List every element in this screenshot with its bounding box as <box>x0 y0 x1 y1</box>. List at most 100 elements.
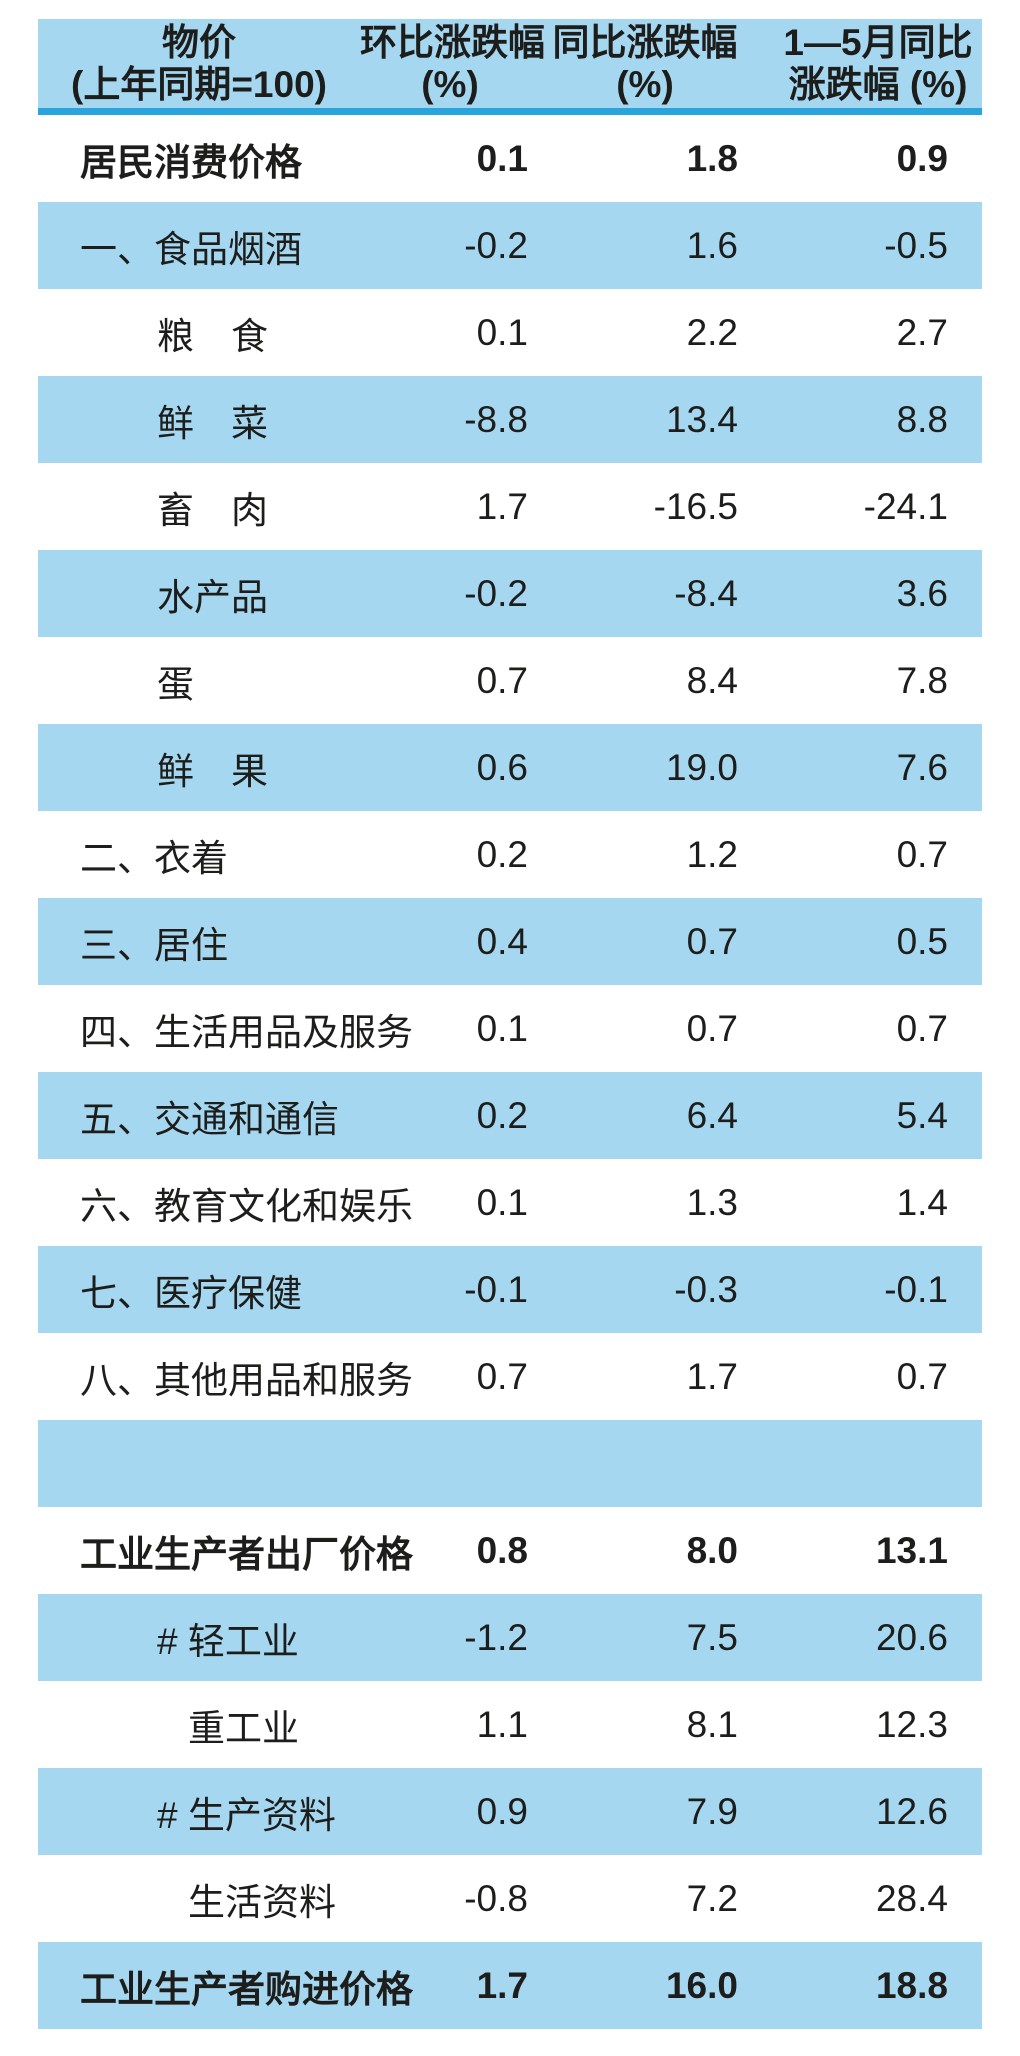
row-label: 一、食品烟酒 <box>80 228 302 270</box>
row-value-mom: -0.2 <box>464 572 528 614</box>
table-row: 二、衣着 0.2 1.2 0.7 <box>38 811 982 898</box>
row-value-yoy: 1.7 <box>686 1355 738 1397</box>
row-value-yoy: -8.4 <box>674 572 738 614</box>
row-value-yoy: 0.7 <box>686 920 738 962</box>
row-value-mom: 0.7 <box>476 659 528 701</box>
row-value-mom: 0.8 <box>476 1529 528 1571</box>
header-ytd-line2: 涨跌幅 (%) <box>788 63 968 105</box>
header-mom-line2: (%) <box>421 63 479 105</box>
table-row: 四、生活用品及服务 0.1 0.7 0.7 <box>38 985 982 1072</box>
row-value-ytd: 12.3 <box>875 1703 948 1745</box>
row-value-mom: -8.8 <box>464 398 528 440</box>
row-value-ytd: 8.8 <box>896 398 948 440</box>
row-value-yoy: 8.0 <box>686 1529 738 1571</box>
row-value-yoy: 13.4 <box>665 398 738 440</box>
row-value-mom: -1.2 <box>464 1616 528 1658</box>
table-row: # 生产资料 0.9 7.9 12.6 <box>38 1768 982 1855</box>
row-label: 四、生活用品及服务 <box>80 1011 413 1053</box>
table-row: 居民消费价格 0.1 1.8 0.9 <box>38 115 982 202</box>
row-label: # 生产资料 <box>157 1794 336 1836</box>
row-value-ytd: 5.4 <box>896 1094 948 1136</box>
table-row: 工业生产者出厂价格 0.8 8.0 13.1 <box>38 1507 982 1594</box>
row-value-yoy: -0.3 <box>674 1268 738 1310</box>
row-label: 七、医疗保健 <box>80 1272 302 1314</box>
row-value-ytd: 12.6 <box>875 1790 948 1832</box>
price-table: 物价 (上年同期=100) 环比涨跌幅 (%) 同比涨跌幅 (%) 1—5月同比… <box>38 19 982 2029</box>
table-body: 居民消费价格 0.1 1.8 0.9 一、食品烟酒 -0.2 1.6 -0.5 粮 食 0.1 2.… <box>38 115 982 2029</box>
row-value-yoy: 7.5 <box>686 1616 738 1658</box>
row-value-ytd: 20.6 <box>875 1616 948 1658</box>
row-label: 三、居住 <box>80 924 228 966</box>
row-value-yoy: 16.0 <box>665 1964 738 2006</box>
row-value-mom: 0.1 <box>476 1181 528 1223</box>
header-col-category: 物价 (上年同期=100) <box>38 22 360 106</box>
row-value-ytd: 18.8 <box>875 1964 948 2006</box>
row-value-mom: -0.8 <box>464 1877 528 1919</box>
row-value-mom: 0.4 <box>476 920 528 962</box>
spacer-row <box>38 1420 982 1507</box>
table-row: 重工业 1.1 8.1 12.3 <box>38 1681 982 1768</box>
row-label: 二、衣着 <box>80 837 228 879</box>
table-row: 五、交通和通信 0.2 6.4 5.4 <box>38 1072 982 1159</box>
row-value-ytd: 0.7 <box>896 1007 948 1049</box>
header-title-line1: 物价 <box>162 21 236 63</box>
row-label: 水产品 <box>157 576 268 618</box>
table-row: 畜 肉 1.7 -16.5 -24.1 <box>38 463 982 550</box>
row-value-mom: 0.6 <box>476 746 528 788</box>
row-value-ytd: 2.7 <box>896 311 948 353</box>
row-value-mom: 0.7 <box>476 1355 528 1397</box>
row-value-ytd: 0.5 <box>896 920 948 962</box>
table-row: 水产品 -0.2 -8.4 3.6 <box>38 550 982 637</box>
row-value-yoy: 7.9 <box>686 1790 738 1832</box>
row-label: 六、教育文化和娱乐 <box>80 1185 413 1227</box>
table-row: 粮 食 0.1 2.2 2.7 <box>38 289 982 376</box>
row-value-yoy: 7.2 <box>686 1877 738 1919</box>
row-value-ytd: 0.9 <box>896 137 948 179</box>
row-label: 粮 食 <box>157 315 268 357</box>
row-value-ytd: 7.8 <box>896 659 948 701</box>
row-value-ytd: 28.4 <box>875 1877 948 1919</box>
row-value-mom: 0.2 <box>476 833 528 875</box>
row-value-yoy: 8.4 <box>686 659 738 701</box>
table-row: 八、其他用品和服务 0.7 1.7 0.7 <box>38 1333 982 1420</box>
row-value-mom: 1.1 <box>476 1703 528 1745</box>
row-value-yoy: 1.2 <box>686 833 738 875</box>
row-value-ytd: 1.4 <box>896 1181 948 1223</box>
table-row: 六、教育文化和娱乐 0.1 1.3 1.4 <box>38 1159 982 1246</box>
row-value-ytd: 3.6 <box>896 572 948 614</box>
row-value-yoy: 1.6 <box>686 224 738 266</box>
row-value-ytd: -0.1 <box>884 1268 948 1310</box>
row-value-yoy: 1.8 <box>686 137 738 179</box>
row-label: 重工业 <box>188 1707 299 1749</box>
row-value-ytd: 13.1 <box>875 1529 948 1571</box>
row-value-yoy: 8.1 <box>686 1703 738 1745</box>
row-value-mom: -0.2 <box>464 224 528 266</box>
row-value-yoy: 19.0 <box>665 746 738 788</box>
row-label: 八、其他用品和服务 <box>80 1359 413 1401</box>
row-value-mom: 0.9 <box>476 1790 528 1832</box>
header-title-line2: (上年同期=100) <box>71 63 327 105</box>
row-label: # 轻工业 <box>157 1620 299 1662</box>
row-value-mom: 0.1 <box>476 1007 528 1049</box>
table-row: 鲜 菜 -8.8 13.4 8.8 <box>38 376 982 463</box>
row-value-mom: 0.1 <box>476 311 528 353</box>
row-value-ytd: 7.6 <box>896 746 948 788</box>
row-value-mom: 0.1 <box>476 137 528 179</box>
row-value-yoy: 6.4 <box>686 1094 738 1136</box>
header-yoy-line2: (%) <box>616 63 674 105</box>
row-value-mom: 0.2 <box>476 1094 528 1136</box>
table-row: # 轻工业 -1.2 7.5 20.6 <box>38 1594 982 1681</box>
row-value-ytd: -24.1 <box>863 485 948 527</box>
header-yoy-line1: 同比涨跌幅 <box>552 21 738 63</box>
row-label: 畜 肉 <box>157 489 268 531</box>
header-mom-line1: 环比涨跌幅 <box>360 21 545 63</box>
header-col-mom: 环比涨跌幅 (%) <box>360 21 545 106</box>
table-row: 生活资料 -0.8 7.2 28.4 <box>38 1855 982 1942</box>
table-header: 物价 (上年同期=100) 环比涨跌幅 (%) 同比涨跌幅 (%) 1—5月同比… <box>38 19 982 115</box>
row-value-yoy: 2.2 <box>686 311 738 353</box>
row-label: 鲜 菜 <box>157 402 268 444</box>
row-label: 五、交通和通信 <box>80 1098 339 1140</box>
row-value-mom: 1.7 <box>476 1964 528 2006</box>
row-value-mom: -0.1 <box>464 1268 528 1310</box>
